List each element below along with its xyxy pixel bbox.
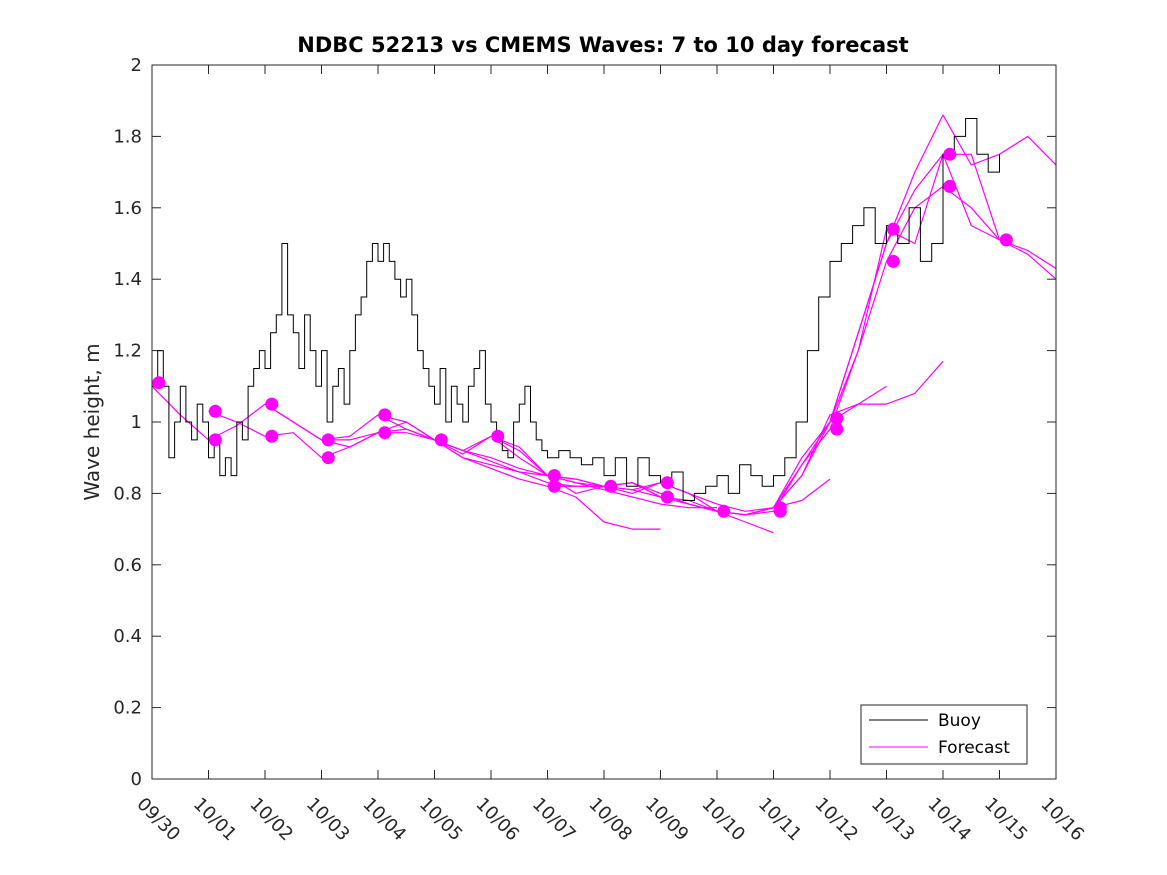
forecast-marker-point (660, 490, 674, 504)
x-tick-label: 10/01 (189, 794, 241, 846)
x-tick-label: 10/14 (923, 794, 975, 846)
y-tick-label: 1 (131, 412, 142, 433)
y-axis-label: Wave height, m (80, 343, 104, 500)
forecast-marker-point (208, 433, 222, 447)
forecast-marker-point (943, 147, 957, 161)
y-tick-label: 0.2 (113, 698, 142, 719)
y-tick-label: 0.8 (113, 483, 142, 504)
forecast-marker-point (660, 476, 674, 490)
forecast-marker-point (943, 179, 957, 193)
forecast-marker-point (265, 397, 279, 411)
forecast-marker-point (717, 504, 731, 518)
x-tick-label: 10/11 (754, 794, 806, 846)
x-tick-label: 10/10 (697, 794, 749, 846)
x-tick-label: 10/04 (358, 794, 410, 846)
x-tick-label: 10/08 (584, 794, 636, 846)
y-tick-label: 2 (131, 55, 142, 76)
forecast-marker-point (999, 233, 1013, 247)
legend-forecast-label: Forecast (938, 738, 1010, 758)
x-tick-label: 10/16 (1036, 794, 1088, 846)
forecast-marker-point (886, 254, 900, 268)
y-tick-label: 1.2 (113, 341, 142, 362)
legend-buoy-label: Buoy (938, 711, 981, 731)
forecast-marker-point (886, 222, 900, 236)
x-tick-label: 10/06 (471, 794, 523, 846)
y-tick-label: 1.8 (113, 126, 142, 147)
forecast-marker-point (830, 411, 844, 425)
forecast-series-line (547, 185, 1056, 516)
y-axis: 0 0.2 0.4 0.6 0.8 1 1.2 1.4 1.6 1.8 2 (113, 55, 1056, 790)
forecast-marker-point (321, 451, 335, 465)
forecast-marker-point (152, 376, 166, 390)
forecast-marker-point (604, 479, 618, 493)
series-layer (152, 114, 1056, 534)
x-tick-label: 10/03 (302, 794, 354, 846)
forecast-marker-point (321, 433, 335, 447)
forecast-marker-point (434, 433, 448, 447)
forecast-marker-point (378, 408, 392, 422)
x-tick-label: 09/30 (132, 794, 184, 846)
x-tick-label: 10/02 (245, 794, 297, 846)
x-tick-label: 10/12 (810, 794, 862, 846)
forecast-marker-point (547, 479, 561, 493)
x-tick-label: 10/13 (867, 794, 919, 846)
y-tick-label: 1.4 (113, 269, 142, 290)
plot-area (152, 65, 1056, 779)
legend-box (860, 704, 1028, 765)
forecast-series-line (773, 114, 1056, 509)
forecast-marker-point (773, 504, 787, 518)
forecast-marker-point (378, 426, 392, 440)
plot-frame (151, 64, 1057, 780)
y-tick-label: 0 (131, 769, 142, 790)
buoy-series-line (152, 118, 1000, 501)
x-tick-label: 10/05 (415, 794, 467, 846)
y-tick-label: 0.4 (113, 626, 142, 647)
y-tick-label: 1.6 (113, 198, 142, 219)
x-tick-label: 10/07 (528, 794, 580, 846)
forecast-marker-point (830, 422, 844, 436)
forecast-marker-point (547, 469, 561, 483)
x-tick-label: 10/15 (980, 794, 1032, 846)
legend: Buoy Forecast (860, 704, 1028, 765)
forecast-marker-point (491, 429, 505, 443)
forecast-marker-point (265, 429, 279, 443)
chart-title: NDBC 52213 vs CMEMS Waves: 7 to 10 day f… (297, 33, 908, 57)
forecast-markers (152, 147, 1013, 518)
x-tick-label: 10/09 (641, 794, 693, 846)
forecast-marker-point (208, 404, 222, 418)
y-tick-label: 0.6 (113, 555, 142, 576)
